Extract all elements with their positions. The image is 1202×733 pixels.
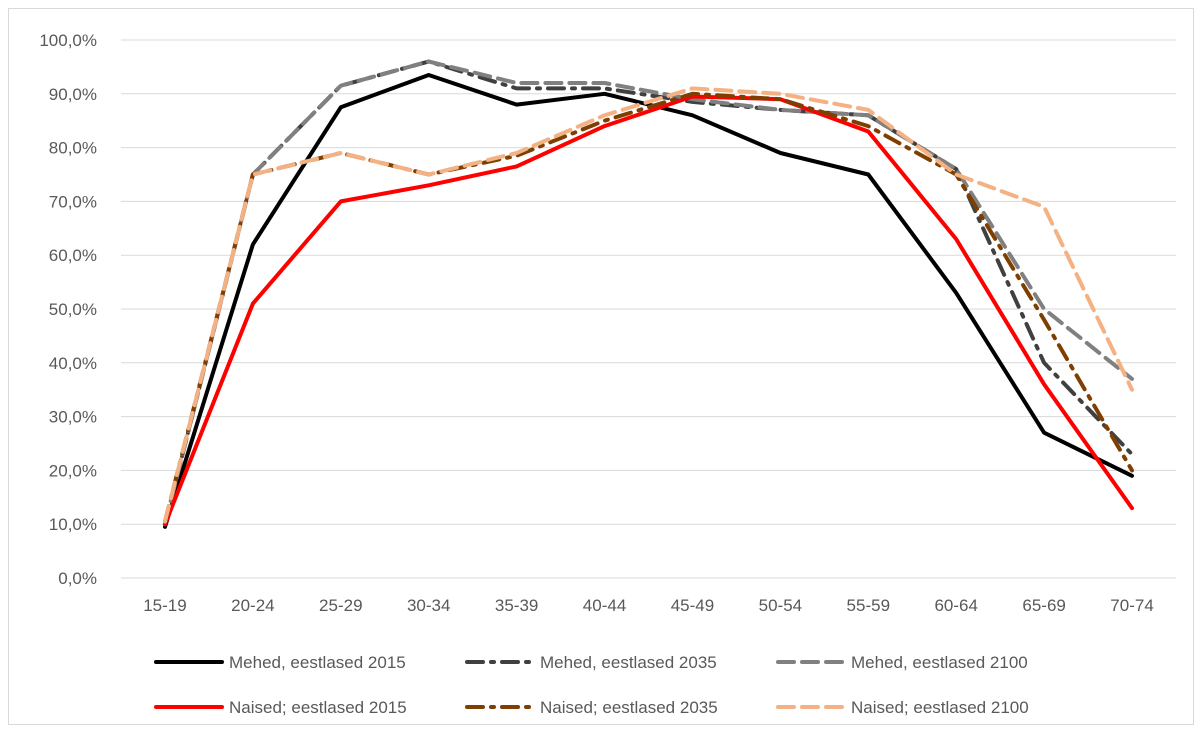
- y-tick-label: 50,0%: [49, 300, 97, 319]
- legend: Mehed, eestlased 2015 Mehed, eestlased 20…: [154, 653, 1029, 717]
- y-tick-label: 80,0%: [49, 139, 97, 158]
- y-tick-label: 10,0%: [49, 515, 97, 534]
- legend-label: Naised; eestlased 2100: [851, 698, 1029, 717]
- series-line-6: [163, 86, 1134, 524]
- y-tick-label: 40,0%: [49, 354, 97, 373]
- y-tick-label: 30,0%: [49, 408, 97, 427]
- legend-item-1: Mehed, eestlased 2015: [154, 653, 406, 672]
- x-tick-label: 45-49: [671, 596, 714, 615]
- series-line-1: [163, 73, 1134, 529]
- x-tick-label: 60-64: [934, 596, 977, 615]
- x-axis-ticks: 15-19 20-24 25-29 30-34 35-39 40-44 45-49 50-54…: [143, 596, 1154, 615]
- legend-item-5: Naised; eestlased 2035: [465, 698, 718, 717]
- y-tick-label: 60,0%: [49, 246, 97, 265]
- legend-item-4: Naised; eestlased 2015: [154, 698, 407, 717]
- legend-item-2: Mehed, eestlased 2035: [465, 653, 717, 672]
- y-tick-label: 70,0%: [49, 192, 97, 211]
- y-axis-ticks: 0,0% 10,0% 20,0% 30,0% 40,0% 50,0% 60,0% 70,0% 8…: [39, 31, 97, 588]
- y-tick-label: 100,0%: [39, 31, 97, 50]
- legend-item-6: Naised; eestlased 2100: [776, 698, 1029, 717]
- x-tick-label: 55-59: [847, 596, 890, 615]
- x-tick-label: 35-39: [495, 596, 538, 615]
- x-tick-label: 15-19: [143, 596, 186, 615]
- legend-item-3: Mehed, eestlased 2100: [776, 653, 1028, 672]
- y-tick-label: 90,0%: [49, 85, 97, 104]
- legend-label: Naised; eestlased 2035: [540, 698, 718, 717]
- x-tick-label: 65-69: [1022, 596, 1065, 615]
- series-lines: [163, 59, 1134, 529]
- x-tick-label: 50-54: [759, 596, 802, 615]
- y-tick-label: 0,0%: [58, 569, 97, 588]
- legend-label: Mehed, eestlased 2100: [851, 653, 1028, 672]
- y-tick-label: 20,0%: [49, 461, 97, 480]
- legend-label: Naised; eestlased 2015: [229, 698, 407, 717]
- series-line-4: [163, 94, 1134, 527]
- gridlines: [121, 39, 1176, 579]
- series-line-3: [163, 59, 1134, 527]
- x-tick-label: 70-74: [1110, 596, 1153, 615]
- x-tick-label: 40-44: [583, 596, 626, 615]
- legend-label: Mehed, eestlased 2015: [229, 653, 406, 672]
- x-tick-label: 25-29: [319, 596, 362, 615]
- x-tick-label: 30-34: [407, 596, 450, 615]
- x-tick-label: 20-24: [231, 596, 274, 615]
- legend-label: Mehed, eestlased 2035: [540, 653, 717, 672]
